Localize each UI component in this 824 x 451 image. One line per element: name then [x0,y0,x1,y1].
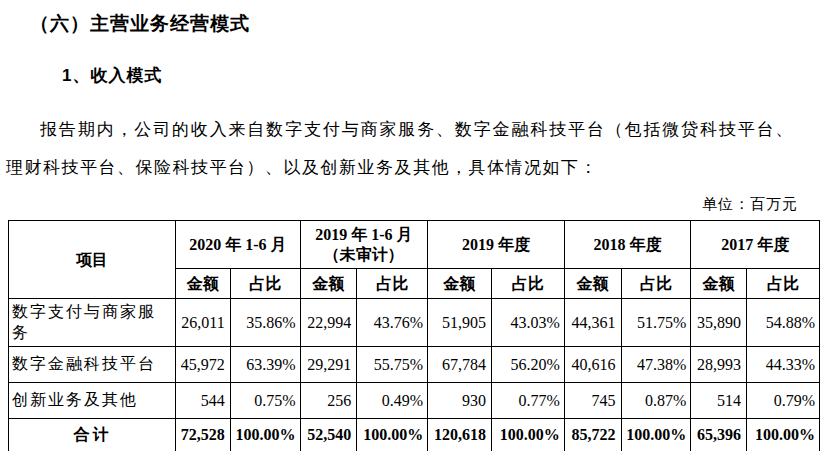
header-item: 项目 [9,221,176,299]
share-cell: 51.75% [621,299,691,347]
share-cell: 0.87% [621,383,691,419]
amount-cell: 51,905 [428,299,492,347]
share-cell: 100.00% [621,419,691,451]
amount-cell: 52,540 [300,419,357,451]
row-label: 数字支付与商家服务 [9,299,176,347]
amount-cell: 67,784 [428,347,492,383]
header-period-2019: 2019 年度 [428,221,565,269]
share-cell: 0.49% [357,383,428,419]
amount-cell: 22,994 [300,299,357,347]
amount-cell: 44,361 [564,299,621,347]
share-cell: 43.76% [357,299,428,347]
amount-cell: 29,291 [300,347,357,383]
share-cell: 56.20% [491,347,564,383]
amount-cell: 26,011 [176,299,231,347]
header-share: 占比 [747,269,820,299]
share-cell: 100.00% [491,419,564,451]
header-period-2019h1-note: （未审计） [301,245,428,265]
table-row-innovation: 创新业务及其他 544 0.75% 256 0.49% 930 0.77% 74… [9,383,820,419]
header-share: 占比 [621,269,691,299]
subsection-title: 1、收入模式 [62,64,824,87]
header-period-2020h1: 2020 年 1-6 月 [176,221,301,269]
share-cell: 100.00% [230,419,300,451]
amount-cell: 544 [176,383,231,419]
header-share: 占比 [491,269,564,299]
share-cell: 0.79% [747,383,820,419]
amount-cell: 35,890 [691,299,747,347]
amount-cell: 514 [691,383,747,419]
amount-cell: 930 [428,383,492,419]
header-period-2017: 2017 年度 [691,221,820,269]
header-amount: 金额 [300,269,357,299]
header-period-2017-label: 2017 年度 [691,235,819,255]
amount-cell: 40,616 [564,347,621,383]
share-cell: 47.38% [621,347,691,383]
body-paragraph: 报告期内，公司的收入来自数字支付与商家服务、数字金融科技平台（包括微贷科技平台、… [6,111,794,187]
header-period-2019h1: 2019 年 1-6 月 （未审计） [300,221,428,269]
table-row-digital-payment: 数字支付与商家服务 26,011 35.86% 22,994 43.76% 51… [9,299,820,347]
header-amount: 金额 [428,269,492,299]
header-period-2018-label: 2018 年度 [565,235,691,255]
amount-cell: 72,528 [176,419,231,451]
total-label: 合计 [9,419,176,451]
header-amount: 金额 [176,269,231,299]
amount-cell: 745 [564,383,621,419]
amount-cell: 65,396 [691,419,747,451]
amount-cell: 45,972 [176,347,231,383]
share-cell: 44.33% [747,347,820,383]
share-cell: 0.77% [491,383,564,419]
share-cell: 100.00% [747,419,820,451]
share-cell: 100.00% [357,419,428,451]
document-page: （六）主营业务经营模式 1、收入模式 报告期内，公司的收入来自数字支付与商家服务… [0,11,824,451]
row-label: 创新业务及其他 [9,383,176,419]
share-cell: 35.86% [230,299,300,347]
share-cell: 54.88% [747,299,820,347]
header-period-2018: 2018 年度 [564,221,691,269]
revenue-table: 项目 2020 年 1-6 月 2019 年 1-6 月 （未审计） 2019 … [8,220,820,451]
header-amount: 金额 [564,269,621,299]
table-row-total: 合计 72,528 100.00% 52,540 100.00% 120,618… [9,419,820,451]
header-amount: 金额 [691,269,747,299]
amount-cell: 256 [300,383,357,419]
share-cell: 55.75% [357,347,428,383]
section-title: （六）主营业务经营模式 [30,11,824,37]
amount-cell: 120,618 [428,419,492,451]
header-period-2020h1-label: 2020 年 1-6 月 [176,235,300,255]
amount-cell: 85,722 [564,419,621,451]
share-cell: 63.39% [230,347,300,383]
header-share: 占比 [230,269,300,299]
header-period-2019-label: 2019 年度 [428,235,564,255]
share-cell: 0.75% [230,383,300,419]
row-label: 数字金融科技平台 [9,347,176,383]
table-row-digital-finance: 数字金融科技平台 45,972 63.39% 29,291 55.75% 67,… [9,347,820,383]
unit-note: 单位：百万元 [0,195,798,214]
header-period-2019h1-label: 2019 年 1-6 月 [301,225,428,245]
share-cell: 43.03% [491,299,564,347]
header-share: 占比 [357,269,428,299]
amount-cell: 28,993 [691,347,747,383]
